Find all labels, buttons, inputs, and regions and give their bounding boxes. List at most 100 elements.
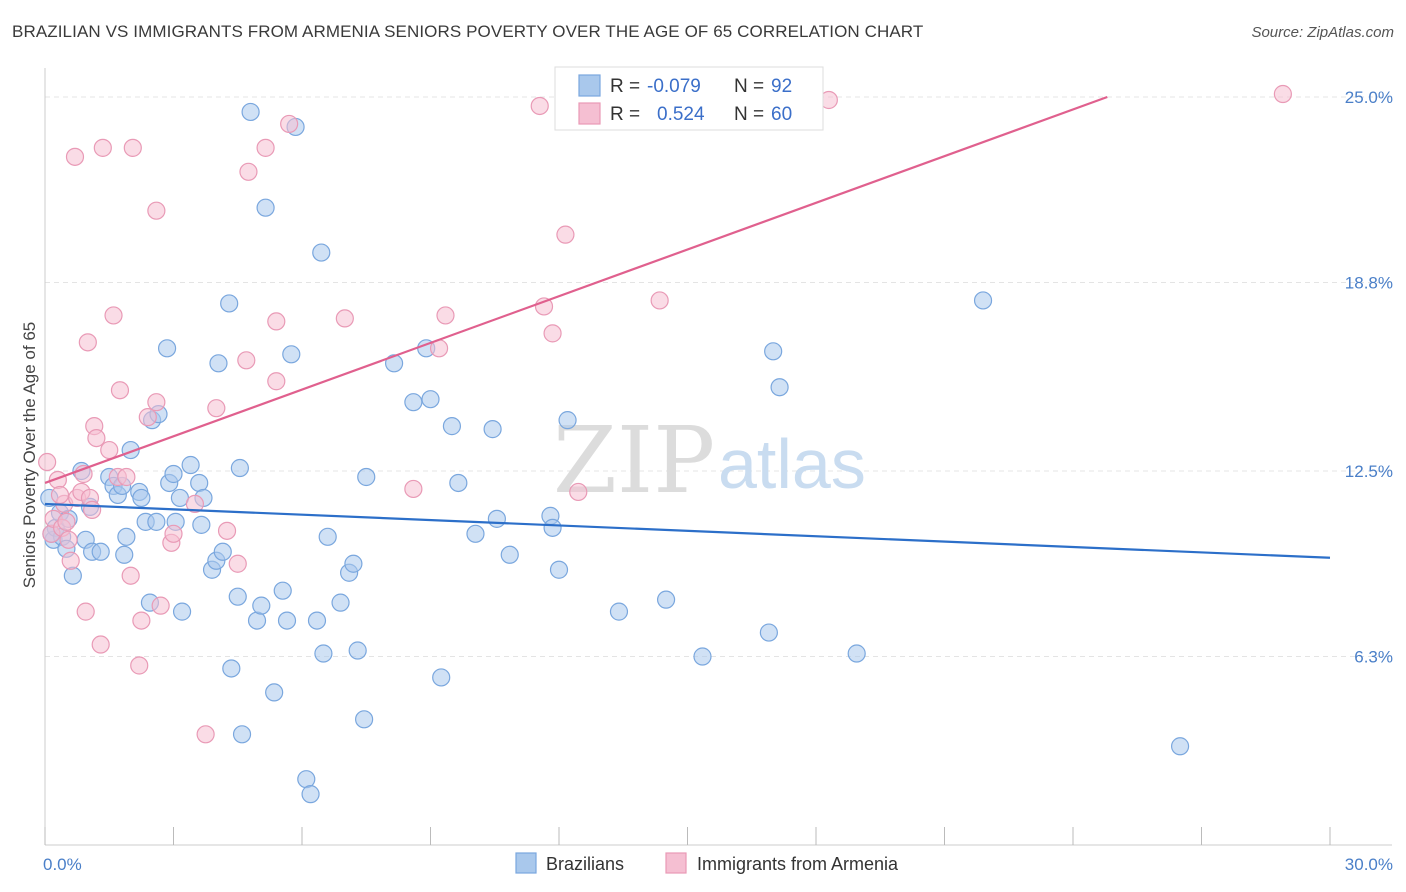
brazilians-point	[500, 545, 519, 564]
legend-brazilians-swatch	[515, 852, 537, 874]
brazilians-point	[91, 542, 110, 561]
brazilians-point	[117, 527, 136, 546]
watermark: ZIP atlas	[553, 407, 866, 514]
brazilians-point	[256, 198, 275, 217]
armenia-point	[267, 312, 286, 331]
stats-blue-n-label: N =	[734, 76, 764, 97]
brazilians-point	[192, 515, 211, 534]
brazilians-point	[164, 464, 183, 484]
brazilians-point	[355, 710, 374, 729]
brazilians-point	[307, 611, 327, 630]
armenia-point	[256, 138, 275, 157]
armenia-point	[61, 551, 80, 570]
armenia-point	[110, 381, 130, 400]
armenia-point	[123, 138, 142, 157]
stats-blue-r-value: -0.079	[647, 76, 701, 97]
brazilians-trend-line	[44, 502, 1331, 559]
brazilians-point	[209, 354, 228, 373]
armenia-point	[543, 324, 562, 343]
stats-pink-r-value: 0.524	[657, 104, 705, 125]
brazilians-point	[404, 393, 423, 412]
armenia-point	[436, 306, 455, 325]
brazilians-point	[609, 602, 629, 621]
armenia-point	[650, 291, 669, 310]
armenia-point	[147, 393, 166, 412]
trend-lines	[44, 95, 1331, 559]
brazilians-point	[247, 611, 267, 630]
armenia-point	[556, 225, 575, 244]
armenia-point	[237, 351, 256, 370]
brazilians-point	[764, 342, 783, 361]
armenia-point	[196, 725, 215, 744]
armenia-point	[239, 162, 258, 181]
x-tick-labels: 0.0% 30.0%	[43, 855, 1393, 874]
y-axis-label: Seniors Poverty Over the Age of 65	[20, 322, 39, 588]
brazilians-point	[693, 647, 712, 666]
stats-blue-swatch	[578, 74, 601, 97]
brazilians-point	[770, 378, 789, 397]
brazilians-point	[449, 473, 468, 493]
brazilians-point	[759, 623, 778, 642]
armenia-point	[117, 467, 136, 487]
armenia-point	[57, 512, 76, 531]
brazilians-point	[282, 345, 301, 364]
brazilians-point	[228, 587, 247, 606]
stats-pink-swatch	[578, 102, 601, 125]
brazilians-point	[331, 593, 350, 612]
armenia-point	[100, 440, 119, 460]
armenia-point	[138, 408, 157, 427]
brazilians-point	[348, 641, 367, 660]
brazilians-point	[132, 488, 151, 508]
brazilians-point	[230, 458, 249, 478]
brazilians-point	[432, 668, 451, 687]
stats-pink-n-value: 60	[771, 104, 792, 125]
brazilians-point	[220, 294, 239, 313]
brazilians-point	[277, 611, 297, 630]
armenia-point	[530, 96, 549, 116]
armenia-point	[207, 399, 226, 418]
armenia-point	[164, 524, 183, 543]
armenia-point	[91, 635, 110, 654]
brazilians-point	[558, 411, 577, 430]
armenia-point	[38, 452, 57, 472]
armenia-point	[59, 530, 78, 549]
brazilians-point	[232, 725, 252, 744]
brazilians-point	[847, 644, 866, 663]
chart-title: BRAZILIAN VS IMMIGRANTS FROM ARMENIA SEN…	[12, 22, 924, 41]
stats-pink-r-label: R =	[610, 104, 640, 125]
brazilians-point	[172, 602, 192, 621]
brazilians-point	[181, 455, 200, 475]
brazilians-point	[265, 683, 284, 702]
armenia-point	[151, 596, 170, 615]
brazilians-point	[297, 770, 316, 789]
armenia-point	[147, 201, 166, 220]
stats-blue-r-label: R =	[610, 76, 640, 97]
armenia-point	[267, 372, 286, 391]
stats-box: R = -0.079 N = 92 R = 0.524 N = 60	[554, 66, 824, 131]
brazilians-point	[252, 596, 271, 615]
armenia-point	[217, 521, 237, 540]
chart-source: Source: ZipAtlas.com	[1251, 24, 1394, 41]
y-tick-label: 25.0%	[1345, 88, 1393, 107]
y-tick-label: 18.8%	[1345, 274, 1393, 293]
brazilians-point	[301, 785, 320, 804]
armenia-point	[1273, 84, 1292, 104]
y-tick-label: 6.3%	[1354, 648, 1393, 667]
armenia-point	[569, 482, 588, 502]
gridlines	[45, 96, 1392, 658]
brazilians-point	[63, 566, 82, 585]
armenia-point	[228, 554, 247, 573]
armenia-point	[93, 138, 112, 157]
brazilians-point	[483, 420, 502, 439]
brazilians-point	[656, 590, 676, 609]
brazilians-point	[222, 659, 241, 678]
stats-pink-n-label: N =	[734, 104, 764, 125]
armenia-point	[121, 566, 140, 585]
y-tick-labels: 6.3% 12.5% 18.8% 25.0%	[1345, 88, 1393, 667]
brazilians-point	[973, 291, 993, 310]
armenia-point	[132, 611, 151, 630]
brazilians-point	[1170, 737, 1190, 756]
legend-brazilians-label: Brazilians	[546, 854, 624, 874]
watermark-atlas: atlas	[718, 425, 866, 503]
armenia-trend-line	[44, 95, 1108, 485]
